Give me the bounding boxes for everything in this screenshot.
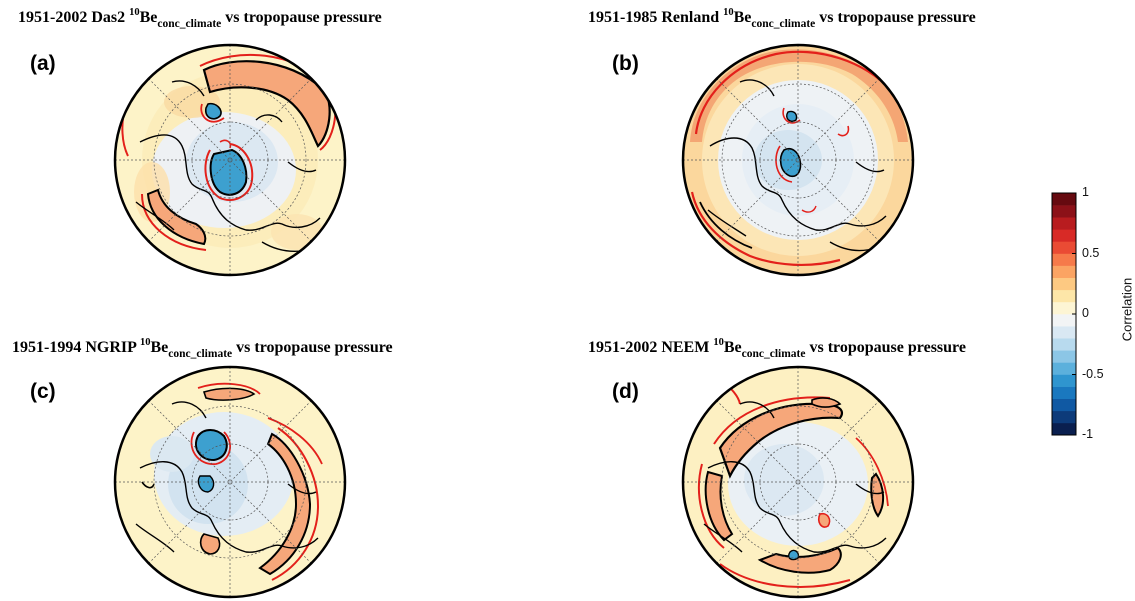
colorbar-bin (1052, 301, 1076, 315)
map-d-positive-region-s (757, 546, 842, 574)
panel-d-core: NEEM (661, 339, 710, 356)
map-a-positive-region-w (146, 188, 207, 246)
colorbar-tick-label: 1 (1082, 185, 1089, 199)
panel-b-subscript: conc_climate (751, 18, 816, 30)
panel-d-tail: vs tropopause pressure (809, 339, 966, 356)
map-c-negative-region-n (195, 429, 228, 462)
colorbar-title: Correlation (1119, 277, 1135, 342)
map-c (113, 365, 347, 599)
panel-a-tail: vs tropopause pressure (225, 9, 382, 26)
panel-b-tail: vs tropopause pressure (819, 9, 976, 26)
map-a (113, 43, 347, 277)
colorbar-bin (1052, 205, 1076, 218)
panel-a-period: 1951-2002 (18, 9, 88, 26)
colorbar-tick-label: -1 (1082, 427, 1094, 441)
panel-c-subscript: conc_climate (168, 348, 233, 360)
map-c-positive-region-e (258, 432, 312, 576)
colorbar-bin (1052, 422, 1076, 436)
panel-d-subscript: conc_climate (741, 348, 806, 360)
colorbar-bin (1052, 398, 1076, 412)
panel-c-title: 1951-1994 NGRIP 10Beconc_climate vs trop… (12, 337, 393, 360)
colorbar-bin (1052, 314, 1076, 327)
panel-d-mass: 10 (713, 337, 724, 348)
colorbar-bin (1052, 229, 1076, 242)
colorbar-bin (1052, 350, 1076, 363)
panel-c-core: NGRIP (85, 339, 136, 356)
colorbar-bin (1052, 326, 1076, 339)
colorbar-bin (1052, 265, 1076, 278)
colorbar (1051, 192, 1077, 436)
panel-b-element: Be (733, 9, 752, 26)
colorbar-bin (1052, 362, 1076, 375)
map-b-positive-ring (690, 49, 908, 142)
colorbar-tick-label: -0.5 (1082, 366, 1104, 381)
map-a-coastline (135, 80, 321, 252)
map-c-coastline (135, 401, 319, 553)
panel-c-period: 1951-1994 (12, 339, 82, 356)
panel-c-letter: (c) (30, 380, 56, 403)
panel-b-mass: 10 (723, 7, 734, 18)
panel-d-title: 1951-2002 NEEM 10Beconc_climate vs tropo… (588, 337, 966, 360)
map-b (681, 43, 915, 277)
panel-a-mass: 10 (129, 7, 140, 18)
colorbar-bin (1052, 253, 1076, 266)
map-d-positive-region-w (704, 470, 734, 542)
map-a-negative-region (209, 148, 248, 196)
panel-a-subscript: conc_climate (157, 18, 222, 30)
panel-a-letter: (a) (30, 52, 56, 75)
colorbar-bin (1052, 241, 1076, 254)
panel-b-letter: (b) (612, 52, 639, 75)
panel-b-title: 1951-1985 Renland 10Beconc_climate vs tr… (588, 7, 976, 30)
panel-d-letter: (d) (612, 380, 639, 403)
panel-d-period: 1951-2002 (588, 339, 658, 356)
panel-d-element: Be (723, 339, 742, 356)
panel-c-mass: 10 (140, 337, 151, 348)
colorbar-bin (1052, 338, 1076, 351)
colorbar-bin (1052, 410, 1076, 424)
panel-b-core: Renland (661, 9, 720, 26)
map-d (681, 365, 915, 599)
map-d-coastline (703, 401, 887, 553)
panel-c-element: Be (150, 339, 169, 356)
map-b-coastline (707, 79, 887, 252)
colorbar-bin (1052, 374, 1076, 387)
panel-a-core: Das2 (91, 9, 126, 26)
panel-a-element: Be (139, 9, 158, 26)
colorbar-tick-label: 0.5 (1082, 245, 1100, 260)
panel-a-title: 1951-2002 Das2 10Beconc_climate vs tropo… (18, 7, 382, 30)
colorbar-bin (1052, 193, 1076, 206)
colorbar-bin (1052, 217, 1076, 230)
colorbar-bin (1052, 277, 1076, 291)
panel-b-period: 1951-1985 (588, 9, 658, 26)
map-a-positive-region-ne (202, 60, 331, 148)
map-d-positive-region-e (870, 472, 884, 518)
panel-c-tail: vs tropopause pressure (236, 339, 393, 356)
colorbar-tick-label: 0 (1082, 306, 1089, 320)
colorbar-bin (1052, 386, 1076, 399)
colorbar-bin (1052, 289, 1076, 303)
